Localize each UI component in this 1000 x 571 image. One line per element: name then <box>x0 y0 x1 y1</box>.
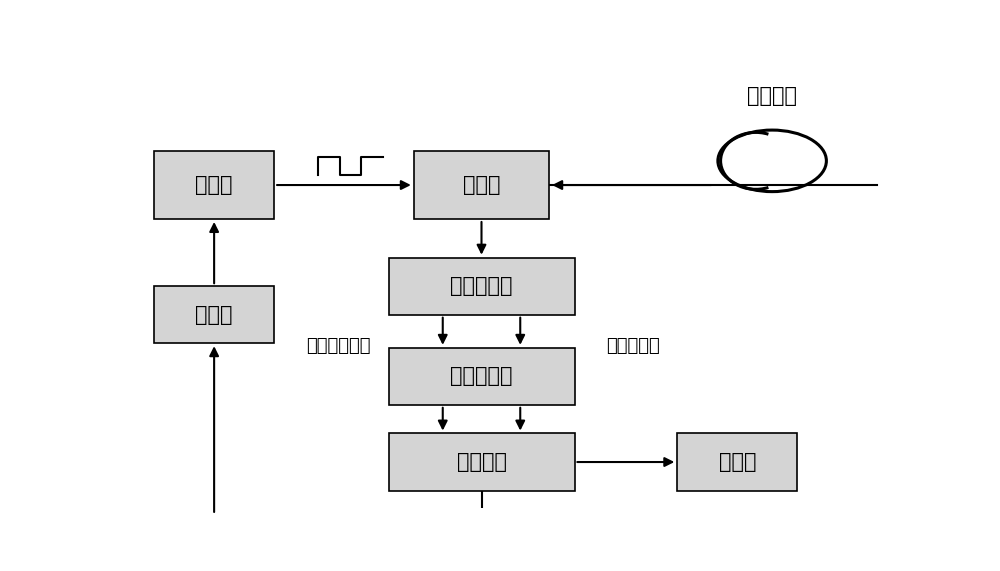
Text: 微处理器: 微处理器 <box>456 452 507 472</box>
Text: 激光器: 激光器 <box>195 175 233 195</box>
FancyBboxPatch shape <box>414 151 549 219</box>
Text: 传感光纤: 传感光纤 <box>747 86 797 106</box>
Text: 耦合器: 耦合器 <box>463 175 500 195</box>
FancyBboxPatch shape <box>154 286 274 343</box>
Text: 波分复用器: 波分复用器 <box>450 276 513 296</box>
FancyBboxPatch shape <box>388 258 574 315</box>
Text: 斯托克斯光: 斯托克斯光 <box>606 336 660 355</box>
FancyBboxPatch shape <box>388 433 574 490</box>
Text: 反斯托克斯光: 反斯托克斯光 <box>306 336 370 355</box>
FancyBboxPatch shape <box>154 151 274 219</box>
FancyBboxPatch shape <box>677 433 797 490</box>
FancyBboxPatch shape <box>388 348 574 405</box>
Text: 驱动器: 驱动器 <box>195 305 233 325</box>
Text: 显示器: 显示器 <box>718 452 756 472</box>
Text: 光电探测器: 光电探测器 <box>450 366 513 387</box>
